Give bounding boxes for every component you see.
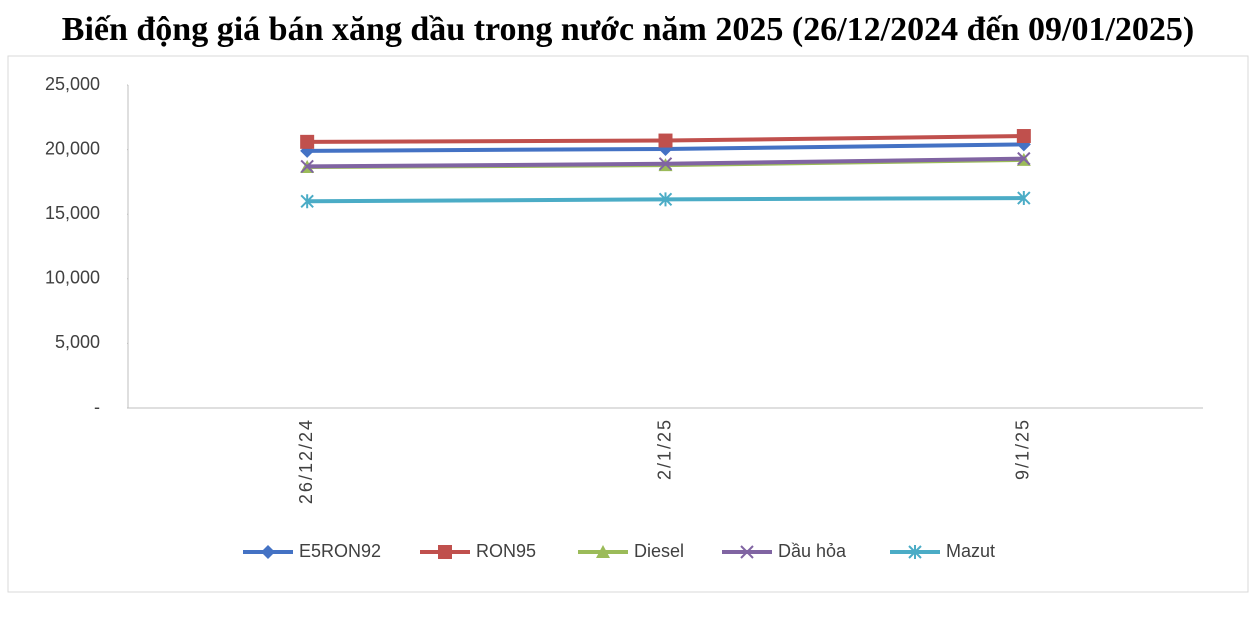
data-point <box>1017 151 1031 166</box>
legend-label: Dầu hỏa <box>778 541 847 561</box>
legend-label: Diesel <box>634 541 684 561</box>
y-tick-label: 20,000 <box>45 138 100 158</box>
data-point <box>658 157 673 171</box>
data-point <box>300 134 315 149</box>
data-point <box>1017 191 1031 206</box>
chart-title: Biến động giá bán xăng dầu trong nước nă… <box>62 11 1194 48</box>
data-point <box>658 133 673 148</box>
data-point <box>658 192 673 207</box>
x-tick-label: 9/1/25 <box>1013 418 1033 480</box>
chart-frame <box>7 55 1249 593</box>
y-tick-label: 15,000 <box>45 203 100 223</box>
x-tick-label: 2/1/25 <box>654 418 674 480</box>
legend-marker <box>908 545 922 559</box>
legend-marker <box>261 545 275 559</box>
x-tick-label: 26/12/24 <box>296 418 316 504</box>
legend-label: Mazut <box>946 541 995 561</box>
legend-marker <box>596 545 610 558</box>
y-tick-label: 25,000 <box>45 74 100 94</box>
legend-label: RON95 <box>476 541 536 561</box>
data-point <box>1016 129 1031 144</box>
data-point <box>300 194 314 209</box>
data-point <box>300 159 314 174</box>
y-tick-label: 10,000 <box>45 268 100 288</box>
legend-label: E5RON92 <box>299 541 381 561</box>
legend-marker <box>438 545 452 559</box>
y-tick-label: - <box>94 397 100 417</box>
legend-marker <box>740 545 754 559</box>
y-tick-label: 5,000 <box>55 332 100 352</box>
